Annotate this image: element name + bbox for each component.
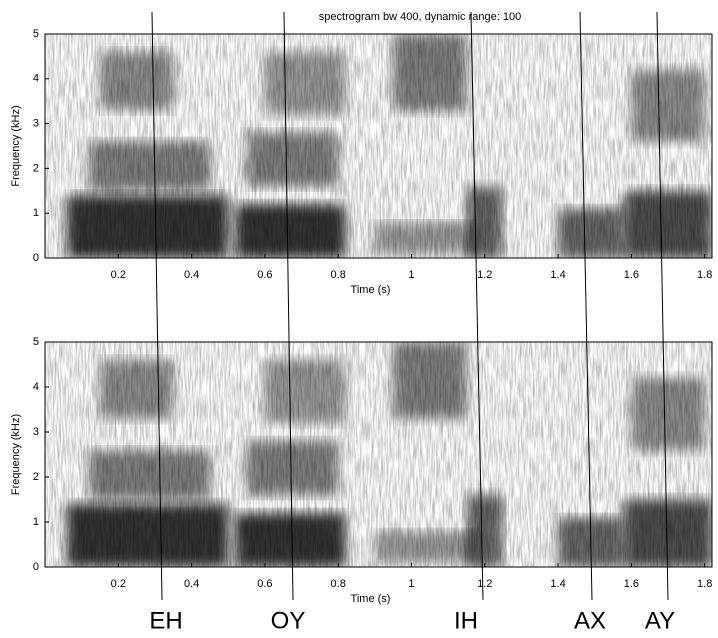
- x-tick-label: 0.6: [257, 578, 272, 590]
- phoneme-line: [470, 11, 484, 601]
- x-axis-label: Time (s): [351, 593, 391, 605]
- x-tick-label: 1.2: [477, 578, 492, 590]
- phoneme-label: IH: [454, 607, 478, 634]
- axes-frame: [44, 341, 713, 568]
- y-tick-label: 2: [33, 162, 39, 174]
- x-tick-label: 1.8: [697, 269, 712, 281]
- spectrogram-noise: [45, 342, 712, 567]
- x-tick-label: 0.2: [111, 578, 126, 590]
- y-axis-label: Frequency (kHz): [10, 105, 22, 186]
- y-tick-label: 3: [33, 426, 39, 438]
- x-tick-label: 1.2: [477, 269, 492, 281]
- x-tick-label: 1.6: [624, 269, 639, 281]
- phoneme-label: AX: [574, 607, 606, 634]
- x-tick-label: 0.8: [331, 578, 346, 590]
- phoneme-line: [656, 11, 669, 601]
- y-tick-label: 0: [33, 561, 39, 573]
- x-tick-label: 1: [408, 269, 414, 281]
- y-tick-label: 0: [33, 252, 39, 264]
- chart-title: spectrogram bw 400, dynamic range: 100: [319, 11, 521, 23]
- axes-frame: [44, 33, 713, 259]
- y-tick-label: 5: [33, 28, 39, 40]
- spectrogram-image: [45, 342, 712, 567]
- y-tick-label: 3: [33, 118, 39, 130]
- phoneme-label: AY: [645, 607, 675, 634]
- x-tick-label: 1.6: [624, 578, 639, 590]
- x-tick-label: 0.6: [257, 269, 272, 281]
- x-tick-label: 0.8: [331, 269, 346, 281]
- y-tick-label: 1: [33, 207, 39, 219]
- spectrogram-image: [45, 34, 712, 258]
- x-tick-label: 1.4: [550, 578, 565, 590]
- x-tick-label: 0.4: [184, 578, 199, 590]
- phoneme-line: [151, 11, 163, 601]
- x-tick-label: 0.4: [184, 269, 199, 281]
- y-axis-label: Frequency (kHz): [10, 414, 22, 495]
- x-tick-label: 1.4: [550, 269, 565, 281]
- y-tick-label: 2: [33, 471, 39, 483]
- phoneme-label: EH: [149, 607, 182, 634]
- y-tick-label: 4: [33, 381, 39, 393]
- y-tick-label: 5: [33, 336, 39, 348]
- x-axis-label: Time (s): [351, 284, 391, 296]
- phoneme-label: OY: [271, 607, 306, 634]
- x-tick-label: 0.2: [111, 269, 126, 281]
- phoneme-line: [579, 11, 593, 601]
- x-tick-label: 1: [408, 578, 414, 590]
- y-tick-label: 1: [33, 516, 39, 528]
- phoneme-line: [283, 11, 294, 601]
- x-tick-label: 1.8: [697, 578, 712, 590]
- spectrogram-noise: [45, 34, 712, 258]
- y-tick-label: 4: [33, 73, 39, 85]
